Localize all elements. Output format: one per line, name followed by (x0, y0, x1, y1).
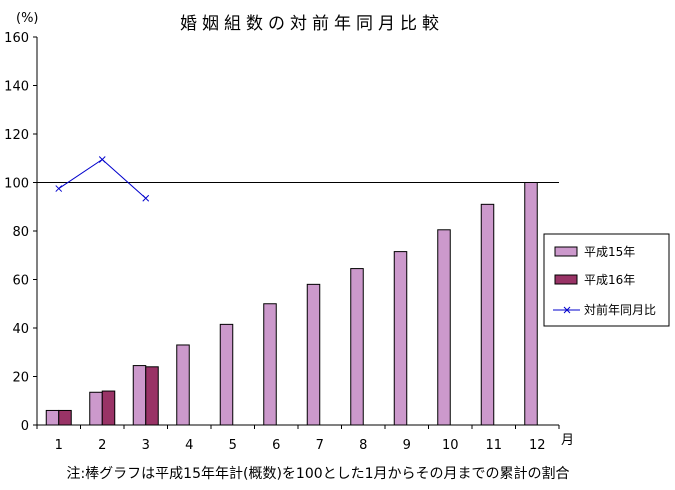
legend-swatch (554, 246, 578, 257)
x-tick-label: 10 (442, 438, 459, 453)
line-point (55, 185, 63, 192)
series-line-yoy (58, 158, 147, 199)
x-axis-unit: 月 (561, 433, 574, 448)
bar-heisei16 (58, 409, 72, 426)
y-tick-label: 20 (12, 371, 29, 386)
bar-heisei15 (45, 409, 60, 426)
bar-heisei15 (306, 283, 321, 426)
y-tick-label: 40 (12, 322, 29, 337)
marker-stroke (98, 156, 106, 163)
legend-label: 平成16年 (584, 273, 635, 287)
bar-heisei16 (101, 390, 116, 426)
chart-title: 婚姻組数の対前年同月比較 (180, 14, 444, 34)
y-tick-label: 80 (12, 225, 29, 240)
x-tick-label: 3 (142, 438, 150, 453)
y-tick-label: 100 (4, 177, 29, 192)
footnote: 注:棒グラフは平成15年年計(概数)を100とした1月からその月までの累計の割合 (66, 465, 569, 482)
line-point (98, 156, 106, 163)
x-tick-label: 1 (55, 438, 63, 453)
bar-heisei15 (480, 203, 495, 426)
legend-swatch (554, 274, 578, 285)
y-tick-label: 120 (4, 128, 29, 143)
line-point (142, 194, 150, 202)
x-tick-label: 8 (359, 438, 367, 453)
legend-entry: 平成15年 (554, 245, 635, 259)
legend-marker (563, 306, 571, 314)
bar-heisei15 (524, 182, 538, 426)
y-tick-label: 0 (21, 419, 29, 434)
legend-label: 対前年同月比 (584, 302, 656, 317)
bar-heisei15 (132, 365, 147, 426)
marker-stroke (142, 194, 150, 202)
bar-heisei15 (393, 251, 408, 426)
bar-heisei16 (145, 366, 159, 426)
bar-heisei15 (350, 268, 364, 426)
x-tick-label: 6 (272, 438, 280, 453)
x-tick-label: 2 (98, 438, 106, 453)
bar-heisei15 (176, 344, 190, 426)
legend-entry: 平成16年 (554, 273, 635, 287)
bar-heisei15 (89, 391, 103, 426)
y-tick-label: 140 (4, 80, 29, 95)
x-tick-label: 5 (229, 438, 237, 453)
x-tick-label: 12 (529, 438, 546, 453)
legend-label: 平成15年 (584, 245, 635, 259)
x-tick-label: 4 (185, 438, 193, 453)
y-tick-label: 60 (12, 274, 29, 289)
bar-heisei15 (219, 323, 234, 426)
y-tick-label: 160 (4, 31, 29, 46)
x-tick-label: 9 (403, 438, 411, 453)
bar-heisei15 (437, 229, 451, 426)
bar-heisei15 (263, 303, 277, 426)
x-tick-label: 7 (316, 438, 324, 453)
legend-entry: 対前年同月比 (553, 302, 656, 317)
marker-stroke (55, 185, 63, 192)
y-axis-unit: (%) (16, 11, 39, 26)
x-tick-label: 11 (485, 438, 502, 453)
